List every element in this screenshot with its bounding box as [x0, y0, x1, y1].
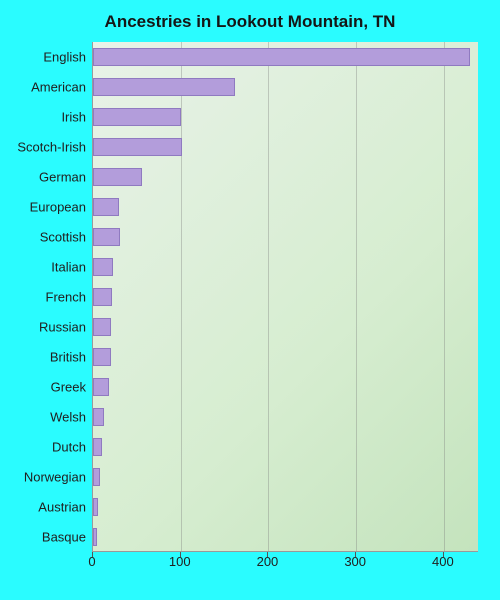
y-tick-label: Irish	[61, 111, 86, 124]
plot-area	[92, 42, 478, 552]
x-tick-label: 200	[257, 554, 279, 569]
y-tick-label: Russian	[39, 321, 86, 334]
x-tick-label: 400	[432, 554, 454, 569]
y-tick-label: Dutch	[52, 441, 86, 454]
bar	[93, 348, 111, 367]
bar	[93, 258, 113, 277]
bar	[93, 498, 98, 517]
y-tick-label: European	[30, 201, 86, 214]
y-tick-label: Scotch-Irish	[17, 141, 86, 154]
bar	[93, 78, 235, 97]
bar	[93, 198, 119, 217]
x-tick-label: 100	[169, 554, 191, 569]
chart-title: Ancestries in Lookout Mountain, TN	[12, 12, 488, 32]
y-tick-label: Norwegian	[24, 471, 86, 484]
y-tick-label: Welsh	[50, 411, 86, 424]
y-tick-label: American	[31, 81, 86, 94]
bar	[93, 288, 112, 307]
y-tick-label: Greek	[51, 381, 86, 394]
bar	[93, 318, 111, 337]
y-tick-label: Scottish	[40, 231, 86, 244]
x-tick-label: 0	[88, 554, 95, 569]
y-tick-label: British	[50, 351, 86, 364]
bar	[93, 108, 181, 127]
y-tick-label: Basque	[42, 531, 86, 544]
ancestry-chart: Ancestries in Lookout Mountain, TN City-…	[12, 12, 488, 588]
grid-line	[356, 42, 357, 551]
x-tick-label: 300	[344, 554, 366, 569]
y-tick-label: Italian	[51, 261, 86, 274]
bar	[93, 138, 182, 157]
grid-line	[181, 42, 182, 551]
y-tick-label: Austrian	[38, 501, 86, 514]
bar	[93, 48, 470, 67]
grid-line	[444, 42, 445, 551]
bar	[93, 378, 109, 397]
bar	[93, 168, 142, 187]
y-tick-label: English	[43, 51, 86, 64]
bar	[93, 468, 100, 487]
bar	[93, 408, 104, 427]
y-tick-label: French	[46, 291, 86, 304]
bar	[93, 438, 102, 457]
bar	[93, 528, 97, 547]
grid-line	[268, 42, 269, 551]
y-tick-label: German	[39, 171, 86, 184]
page: Ancestries in Lookout Mountain, TN City-…	[0, 0, 500, 600]
bar	[93, 228, 120, 247]
